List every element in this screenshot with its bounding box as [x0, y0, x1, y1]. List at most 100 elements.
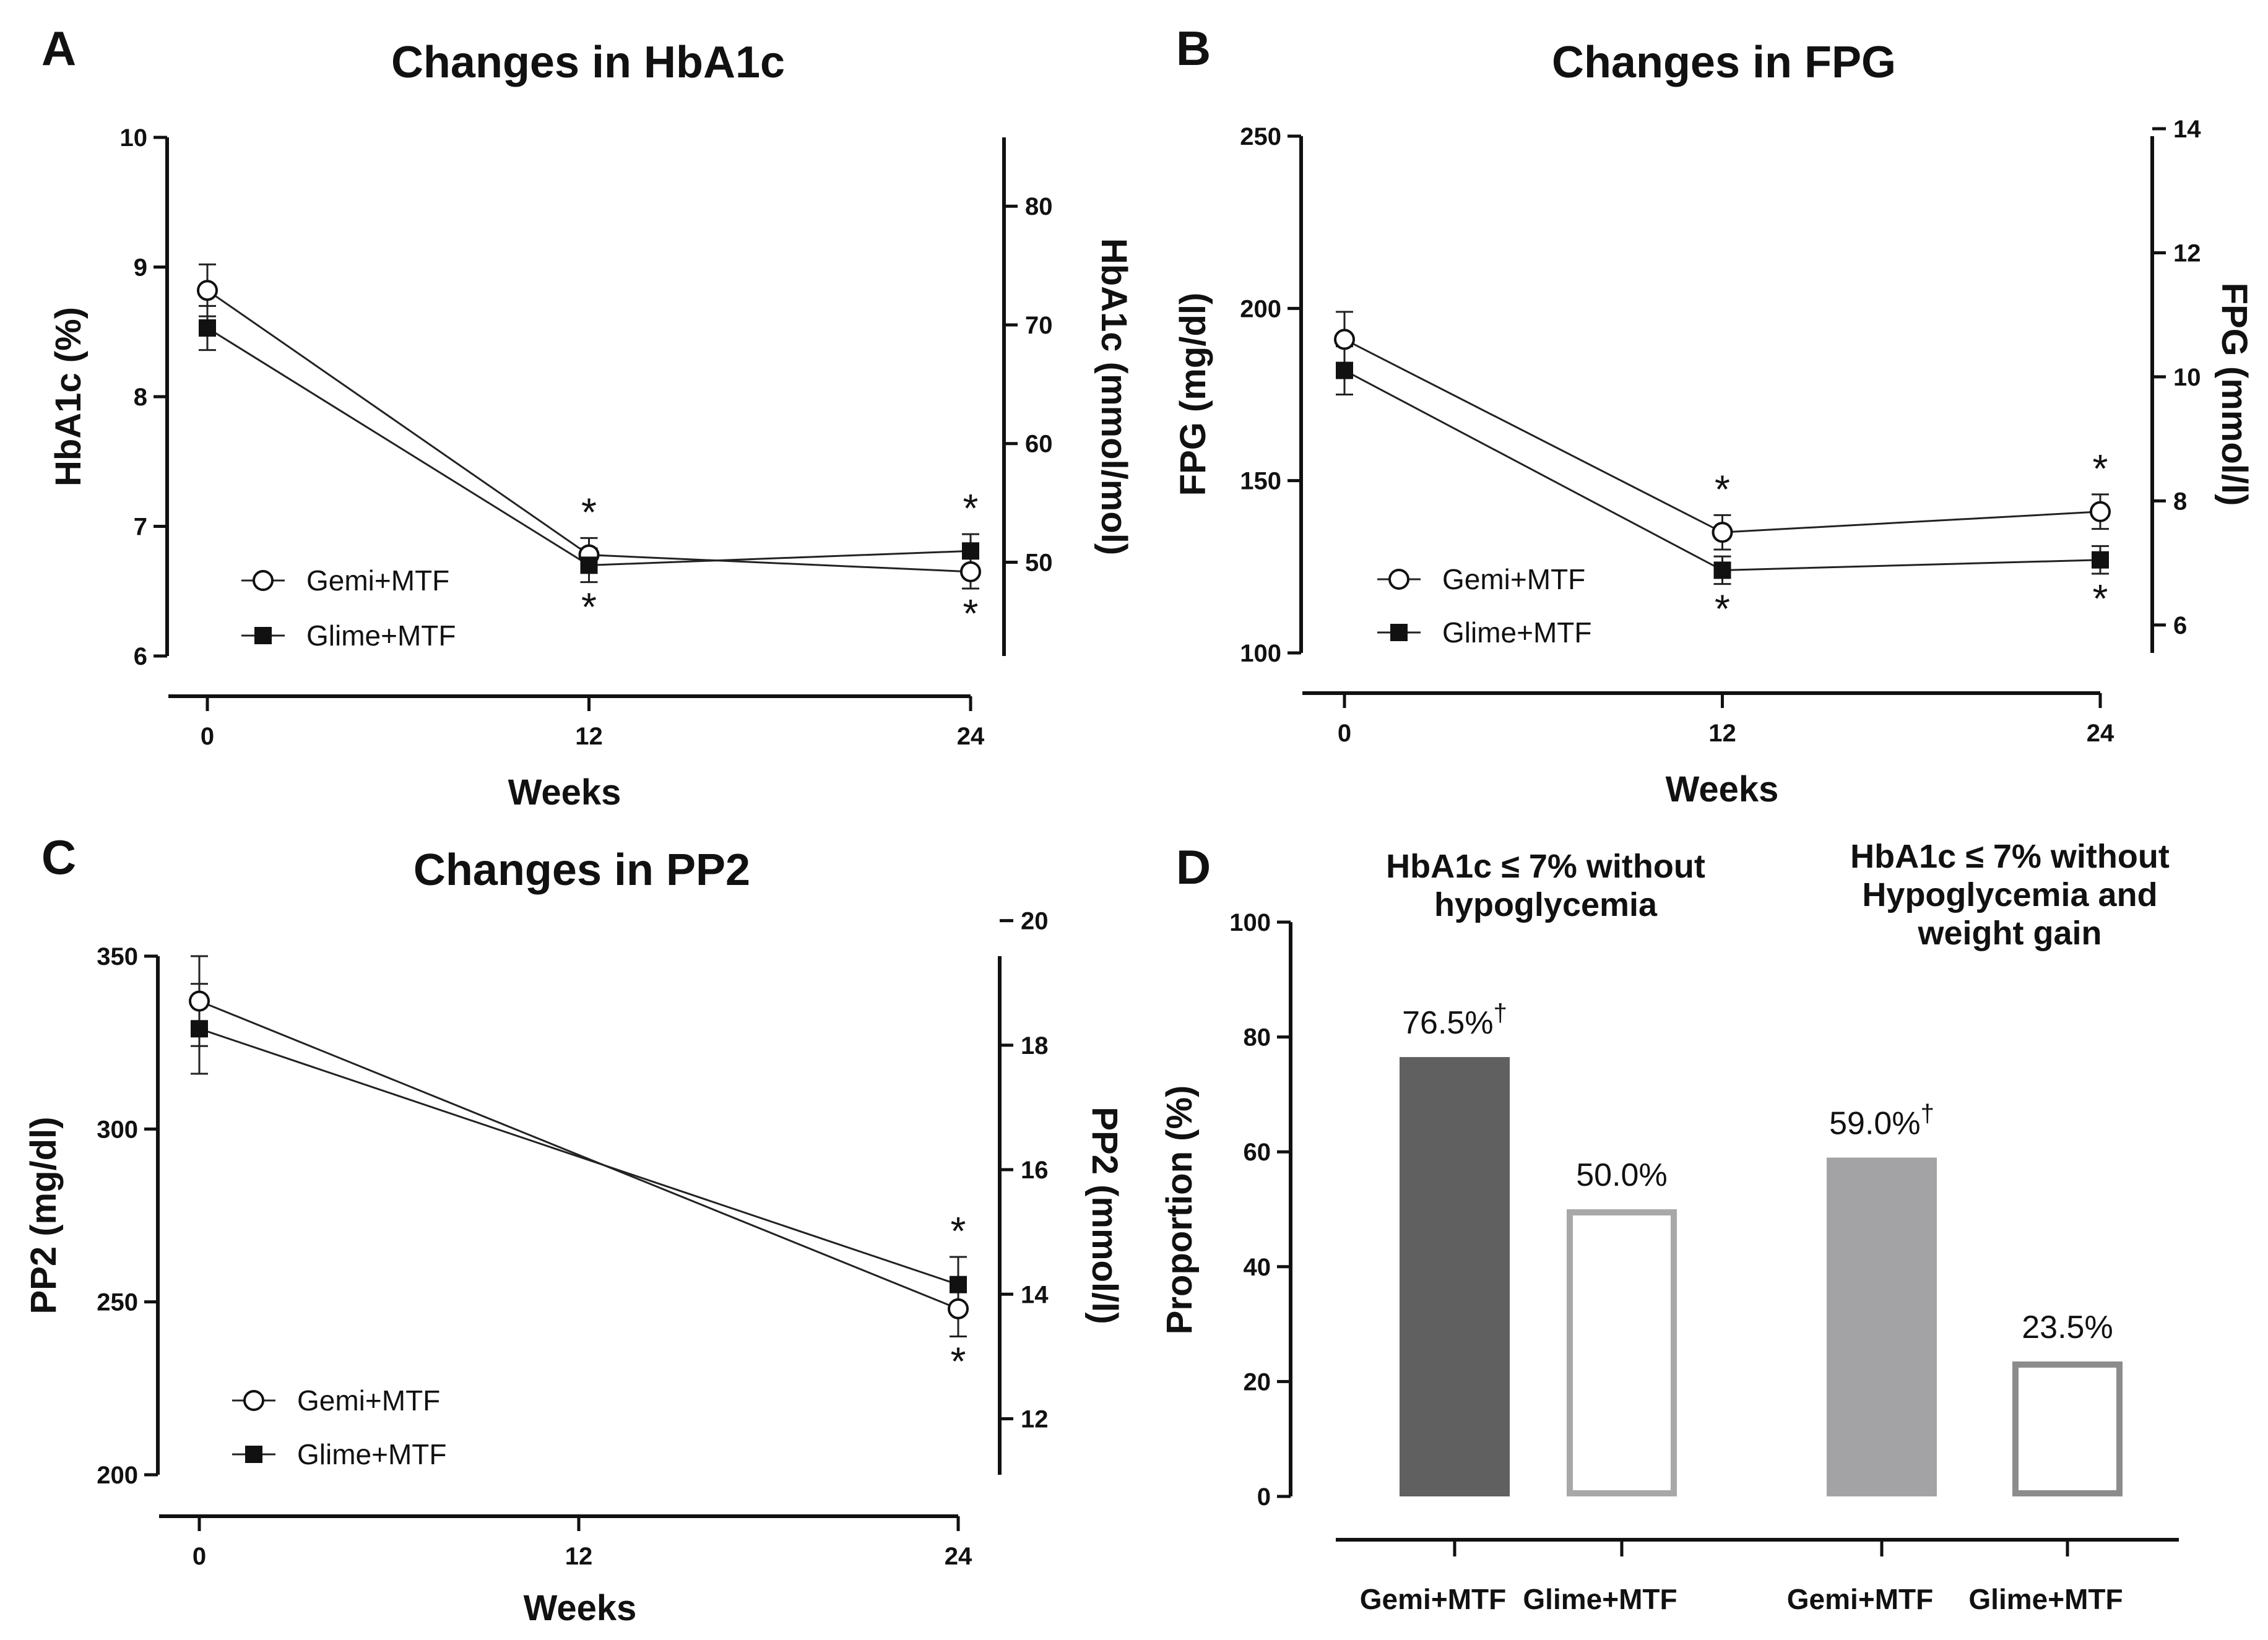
- pa-point-glime: [580, 556, 598, 574]
- pb-legend-marker-gemi: [1388, 569, 1409, 590]
- pc-y-tick-label: 250: [97, 1289, 138, 1316]
- pa-y2-tick-label: 70: [1025, 312, 1053, 339]
- pa-point-gemi: [960, 561, 981, 582]
- pb-legend-marker-glime: [1390, 624, 1408, 641]
- pc-y2-axis-label: PP2 (mmol/l): [1084, 1107, 1125, 1324]
- pb-x-axis-label: Weeks: [1666, 769, 1779, 809]
- pa-y-tick-label: 7: [134, 514, 147, 541]
- pb-y-tick-label: 250: [1240, 123, 1281, 150]
- pc-legend-label: Gemi+MTF: [297, 1384, 440, 1417]
- pb-legend-label: Gemi+MTF: [1442, 563, 1585, 595]
- pb-y2-tick-label: 12: [2173, 240, 2201, 267]
- pd-group-title-line: HbA1c ≤ 7% without: [1386, 848, 1705, 885]
- pa-significance-mark: *: [581, 490, 597, 534]
- pb-title: Changes in FPG: [1552, 38, 1896, 87]
- pb-x-tick-label: 0: [1338, 720, 1351, 747]
- pd-bar-value-label: 76.5%†: [1402, 999, 1507, 1041]
- pd-category-label: Glime+MTF: [1523, 1583, 1677, 1615]
- pa-point-glime: [962, 542, 979, 560]
- pa-legend-marker-gemi: [253, 570, 274, 591]
- pb-y2-tick-label: 6: [2173, 612, 2187, 639]
- pc-point-gemi: [948, 1298, 969, 1319]
- pd-y-axis-label: Proportion (%): [1159, 1085, 1200, 1335]
- pd-dagger-mark: †: [1921, 1100, 1934, 1127]
- pc-y-axis-label: PP2 (mg/dl): [24, 1116, 64, 1314]
- pa-legend-marker-glime: [254, 627, 272, 644]
- pd-bar-value-label: 50.0%: [1576, 1157, 1667, 1193]
- pc-significance-mark: *: [951, 1339, 966, 1384]
- pd-category-label: Glime+MTF: [1968, 1583, 2123, 1615]
- pa-point-glime: [199, 319, 216, 337]
- pd-category-label: Gemi+MTF: [1360, 1583, 1506, 1615]
- pa-y2-tick-label: 80: [1025, 193, 1053, 220]
- pd-bar-glime: [1567, 1209, 1677, 1496]
- pc-x-tick-label: 24: [945, 1543, 972, 1570]
- pd-y-tick-label: 20: [1244, 1368, 1271, 1396]
- pb-y2-tick-label: 10: [2173, 364, 2201, 391]
- pc-point-gemi: [189, 990, 210, 1012]
- pc-x-axis-label: Weeks: [524, 1588, 637, 1628]
- pc-x-tick-label: 12: [565, 1543, 593, 1570]
- pd-y-tick-label: 60: [1244, 1139, 1271, 1166]
- pa-y-axis-label: HbA1c (%): [48, 307, 89, 486]
- pc-point-glime: [191, 1020, 208, 1038]
- pc-panel-letter: C: [41, 830, 76, 884]
- pa-title: Changes in HbA1c: [391, 38, 785, 87]
- pb-panel-letter: B: [1176, 21, 1211, 76]
- pc-point-glime: [950, 1275, 967, 1293]
- pc-legend-label: Glime+MTF: [297, 1438, 447, 1470]
- pc-y2-tick-label: 16: [1021, 1157, 1049, 1184]
- pd-bar-value-label: 23.5%: [2022, 1310, 2113, 1345]
- pb-legend-label: Glime+MTF: [1442, 616, 1592, 649]
- pa-y-tick-label: 10: [120, 124, 148, 152]
- pb-point-glime: [1336, 361, 1353, 379]
- pb-significance-mark: *: [2093, 576, 2108, 621]
- pa-y-tick-label: 6: [134, 643, 147, 670]
- pd-panel-letter: D: [1176, 840, 1211, 894]
- pb-significance-mark: *: [1715, 467, 1730, 511]
- pa-point-gemi: [197, 280, 218, 301]
- pc-series-line-0: [199, 1000, 959, 1310]
- pa-legend-label: Glime+MTF: [306, 619, 456, 652]
- pd-y-tick-label: 80: [1244, 1024, 1271, 1051]
- pb-x-tick-label: 12: [1708, 720, 1736, 747]
- pc-x-tick-label: 0: [193, 1543, 206, 1570]
- pa-significance-mark: *: [963, 486, 979, 530]
- pc-y-tick-label: 300: [97, 1116, 138, 1143]
- pc-significance-mark: *: [951, 1209, 966, 1253]
- pd-group-title-line: HbA1c ≤ 7% without: [1850, 838, 2170, 875]
- pb-x-tick-label: 24: [2087, 720, 2114, 747]
- pa-y2-axis-label: HbA1c (mmol/mol): [1094, 238, 1134, 555]
- pd-bar-value-label: 59.0%†: [1829, 1100, 1934, 1141]
- pc-y2-tick-label: 14: [1021, 1281, 1049, 1308]
- pc-y2-tick-label: 12: [1021, 1405, 1049, 1433]
- pb-y-tick-label: 200: [1240, 295, 1281, 322]
- pa-y-tick-label: 8: [134, 384, 147, 411]
- pb-point-gemi: [2090, 501, 2111, 522]
- pd-y-tick-label: 40: [1244, 1254, 1271, 1281]
- pb-y-tick-label: 150: [1240, 468, 1281, 495]
- pd-group-title-line: weight gain: [1918, 915, 2102, 952]
- pd-dagger-mark: †: [1494, 999, 1507, 1027]
- pc-series-line-1: [199, 1027, 959, 1286]
- pc-y-tick-label: 350: [97, 943, 138, 970]
- pd-group-title-line: hypoglycemia: [1434, 886, 1658, 923]
- pd-category-label: Gemi+MTF: [1787, 1583, 1933, 1615]
- pa-panel-letter: A: [41, 21, 76, 76]
- pc-legend-marker-gemi: [243, 1390, 264, 1411]
- pb-significance-mark: *: [1715, 587, 1730, 631]
- pd-y-tick-label: 100: [1229, 909, 1271, 936]
- pa-x-tick-label: 12: [575, 723, 603, 750]
- pb-y2-tick-label: 14: [2173, 116, 2201, 143]
- pa-significance-mark: *: [581, 585, 597, 629]
- pb-y-tick-label: 100: [1240, 640, 1281, 667]
- pd-group-title-line: Hypoglycemia and: [1862, 876, 2157, 913]
- pa-x-tick-label: 24: [957, 723, 985, 750]
- pb-y2-axis-label: FPG (mmol/l): [2214, 283, 2254, 506]
- pb-significance-mark: *: [2093, 446, 2108, 491]
- pd-bar-glime: [2012, 1361, 2123, 1496]
- pc-y-tick-label: 200: [97, 1462, 138, 1489]
- pc-y2-tick-label: 20: [1021, 908, 1049, 935]
- pb-point-glime: [1713, 561, 1731, 579]
